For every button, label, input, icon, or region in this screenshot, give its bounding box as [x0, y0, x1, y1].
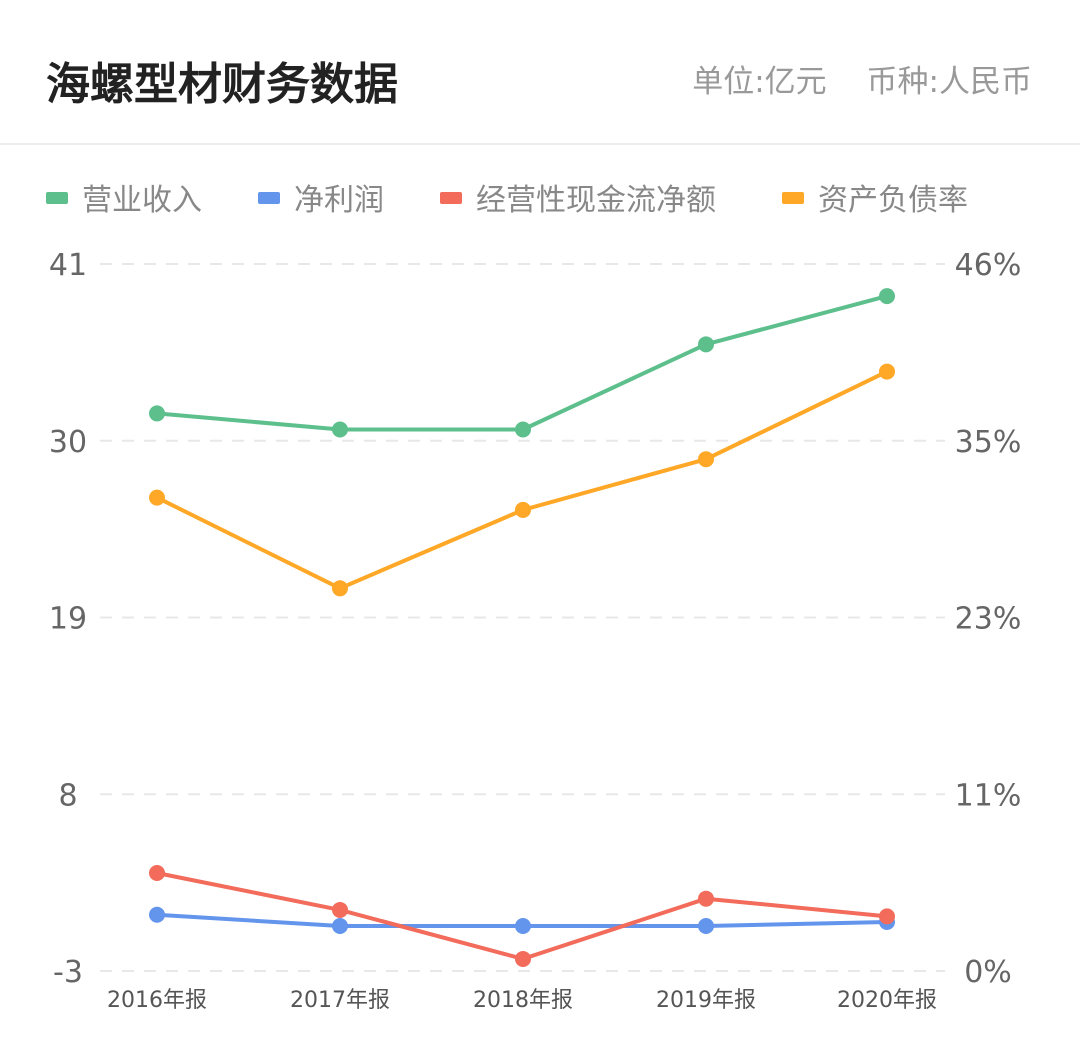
right-tick-label: 11%	[955, 778, 1022, 813]
x-tick-label: 2020年报	[837, 988, 937, 1013]
left-tick-label: -3	[53, 955, 83, 990]
series-line	[156, 369, 888, 591]
unit-label: 单位:亿元	[692, 64, 827, 100]
data-point	[879, 908, 895, 925]
data-point	[332, 421, 348, 438]
legend-label: 营业收入	[82, 183, 202, 218]
series-line	[156, 294, 888, 432]
data-point	[515, 421, 531, 438]
legend-swatch	[440, 192, 462, 204]
legend-label: 经营性现金流净额	[476, 183, 716, 218]
legend-swatch	[46, 192, 68, 204]
right-tick-label: 35%	[955, 425, 1022, 460]
right-tick-label: 46%	[955, 248, 1022, 283]
legend-swatch	[258, 192, 280, 204]
data-point	[515, 918, 531, 935]
legend-label: 净利润	[294, 183, 384, 218]
data-point	[515, 950, 531, 967]
header-divider	[0, 143, 1080, 145]
x-tick-label: 2018年报	[473, 988, 573, 1013]
left-tick-label: 19	[49, 602, 87, 637]
left-tick-label: 41	[49, 248, 87, 283]
left-tick-label: 8	[58, 778, 77, 813]
data-point	[879, 288, 895, 305]
data-point	[698, 890, 714, 907]
currency-label: 币种:人民币	[866, 64, 1032, 100]
legend-swatch	[782, 192, 804, 204]
data-point	[149, 864, 165, 881]
data-point	[698, 918, 714, 935]
right-tick-label: 23%	[955, 602, 1022, 637]
right-tick-label: 0%	[964, 955, 1012, 990]
data-point	[515, 501, 531, 518]
legend-label: 资产负债率	[818, 183, 968, 218]
data-point	[149, 906, 165, 923]
x-tick-label: 2019年报	[656, 988, 756, 1013]
series-line	[156, 871, 888, 961]
data-point	[698, 336, 714, 353]
data-point	[698, 451, 714, 468]
page-title: 海螺型材财务数据	[46, 59, 398, 110]
data-point	[332, 918, 348, 935]
data-point	[332, 580, 348, 597]
x-tick-label: 2017年报	[290, 988, 390, 1013]
x-tick-label: 2016年报	[107, 988, 207, 1013]
data-point	[149, 405, 165, 422]
data-point	[149, 489, 165, 506]
data-point	[879, 363, 895, 380]
data-point	[332, 901, 348, 918]
unit-info: 单位:亿元 币种:人民币	[662, 56, 1032, 101]
left-tick-label: 30	[49, 425, 87, 460]
